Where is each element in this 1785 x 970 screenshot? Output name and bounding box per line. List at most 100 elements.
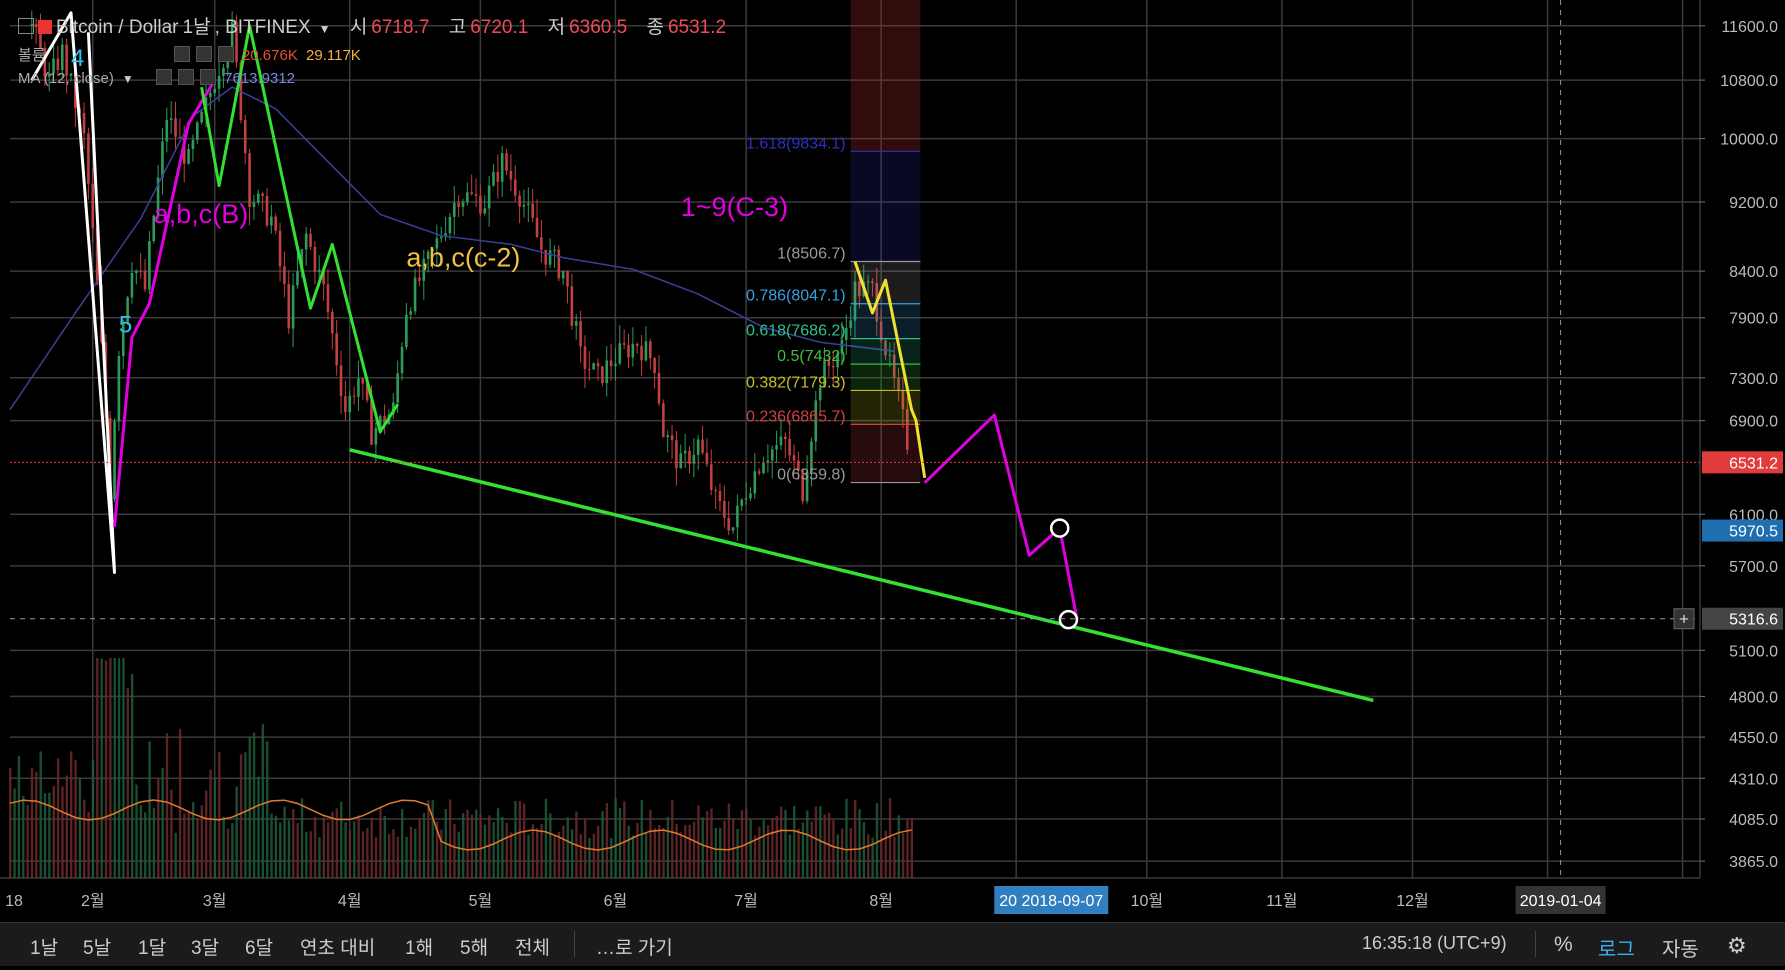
volume-bar	[174, 832, 177, 878]
candle	[753, 471, 757, 494]
volume-bar	[418, 818, 421, 878]
range-button-3m[interactable]: 3달	[191, 938, 220, 959]
log-toggle[interactable]: 로그	[1598, 939, 1635, 961]
candle	[39, 26, 42, 48]
volume-bar	[627, 825, 630, 878]
candle	[69, 73, 73, 76]
volume-bar	[104, 660, 108, 878]
volume-bar	[457, 831, 461, 878]
candle	[139, 270, 142, 272]
price-tick-label: 5100.0	[1729, 643, 1778, 660]
range-button-5y[interactable]: 5해	[460, 938, 489, 959]
volume-bar	[383, 815, 386, 878]
range-button-6m[interactable]: 6달	[245, 938, 274, 959]
volume-bar	[710, 808, 713, 878]
time-tick-label: 8월	[869, 892, 893, 910]
candle	[744, 498, 748, 500]
volume-bar	[758, 826, 761, 878]
volume-ma-line	[9, 799, 912, 851]
candle	[331, 311, 334, 334]
candle	[574, 321, 578, 326]
volume-bar	[279, 822, 282, 878]
volume-bar	[701, 817, 704, 878]
volume-bar	[96, 658, 99, 878]
price-tick-label: 4085.0	[1729, 812, 1778, 829]
fib-level-label: 0.382(7179.3)	[746, 374, 846, 391]
candle	[130, 272, 134, 298]
date-marker-label: 2019-01-04	[1520, 893, 1602, 910]
candle	[230, 21, 234, 54]
volume-bar	[666, 816, 670, 878]
candle	[770, 449, 774, 461]
volume-bar	[488, 815, 491, 878]
gear-icon[interactable]: ⚙	[1727, 933, 1747, 958]
volume-bar	[331, 811, 334, 878]
candle	[527, 203, 530, 206]
candle	[705, 452, 709, 465]
candle	[309, 233, 312, 247]
fib-level-label: 1(8506.7)	[777, 245, 846, 262]
volume-bar	[475, 809, 478, 878]
volume-bar	[527, 834, 530, 878]
volume-bar	[52, 785, 55, 878]
volume-bar	[806, 810, 809, 878]
candle	[866, 281, 870, 283]
fib-level-label: 0.618(7686.2)	[746, 323, 846, 340]
time-tick-label: 5월	[469, 892, 493, 910]
volume-bar	[435, 821, 439, 878]
volume-bar	[884, 830, 887, 878]
percent-toggle[interactable]: %	[1554, 933, 1573, 956]
range-button-1y[interactable]: 1해	[405, 938, 434, 959]
volume-bar	[117, 658, 121, 878]
candle	[418, 277, 421, 281]
candle	[52, 58, 55, 74]
price-tick-label: 7300.0	[1729, 371, 1778, 388]
range-button-ytd[interactable]: 연초 대비	[300, 938, 376, 959]
volume-bar	[17, 755, 21, 878]
range-button-all[interactable]: 전체	[515, 938, 550, 959]
candle	[679, 453, 683, 469]
clock[interactable]: 16:35:18 (UTC+9)	[1362, 933, 1507, 953]
candle	[43, 47, 47, 77]
candle	[762, 462, 765, 474]
volume-bar	[727, 803, 731, 878]
candle	[888, 354, 892, 356]
candle	[784, 436, 787, 439]
candle	[291, 285, 295, 329]
crosshair-date-label: 20 2018-09-07	[999, 893, 1103, 910]
volume-bar	[753, 835, 757, 878]
price-axis-bg	[1700, 0, 1785, 878]
candle	[335, 333, 338, 366]
candle	[662, 403, 665, 438]
volume-bar	[614, 798, 617, 878]
candle	[853, 281, 857, 321]
candle	[836, 353, 839, 368]
candle	[156, 177, 160, 216]
volume-bar	[130, 673, 134, 878]
volume-bar	[239, 754, 243, 878]
volume-bar	[740, 810, 744, 878]
range-button-5d[interactable]: 5날	[83, 938, 112, 959]
auto-toggle[interactable]: 자동	[1662, 939, 1699, 961]
candle	[209, 92, 212, 98]
candle	[413, 277, 417, 312]
volume-bar	[679, 832, 683, 878]
crosshair-date-bg	[994, 886, 1109, 914]
candle	[723, 501, 726, 518]
volume-bar	[353, 821, 356, 878]
candle	[470, 192, 474, 195]
range-button-1d[interactable]: 1날	[30, 938, 59, 959]
goto-date-button[interactable]: …로 가기	[596, 938, 673, 959]
time-axis: 182월3월4월5월6월7월8월9월10월11월12월2월20 2018-09-…	[0, 877, 1785, 922]
volume-bar	[888, 798, 892, 878]
candle	[805, 471, 809, 502]
volume-bar	[13, 788, 16, 878]
candle	[487, 185, 491, 209]
time-tick-label: 4월	[338, 892, 362, 910]
volume-bar	[274, 815, 278, 878]
candle	[531, 203, 534, 218]
range-button-1m[interactable]: 1달	[138, 938, 167, 959]
ma-line	[9, 86, 895, 411]
